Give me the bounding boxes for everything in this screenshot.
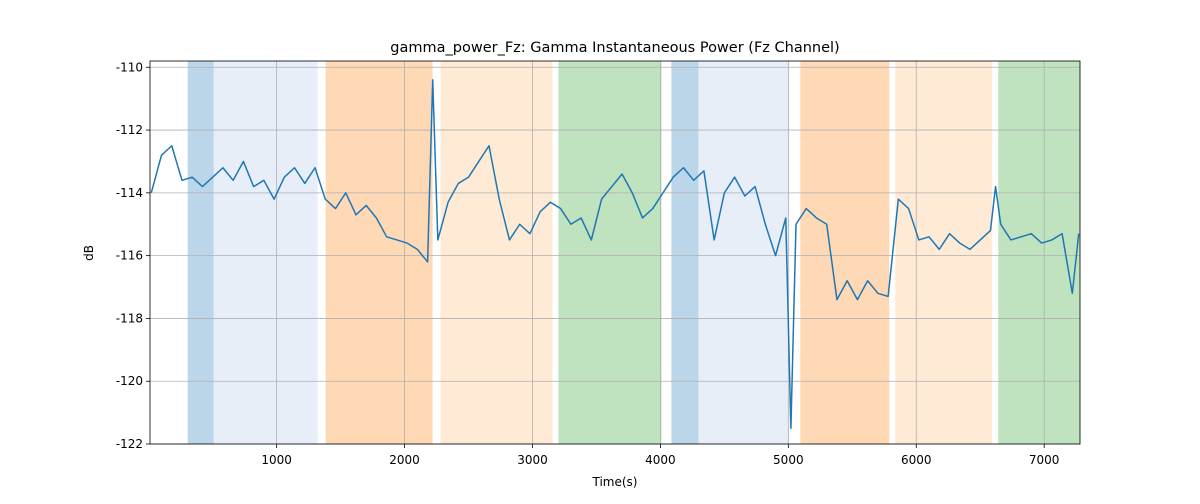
x-tick-label: 3000: [517, 453, 548, 467]
x-tick-label: 1000: [261, 453, 292, 467]
y-tick-label: -116: [116, 249, 143, 263]
x-tick-label: 4000: [645, 453, 676, 467]
x-tick-label: 5000: [773, 453, 804, 467]
y-tick-label: -120: [116, 374, 143, 388]
shaded-span: [895, 61, 993, 444]
shaded-span: [800, 61, 890, 444]
shaded-span: [998, 61, 1080, 444]
x-tick-label: 7000: [1029, 453, 1060, 467]
shaded-span: [325, 61, 433, 444]
data-line: [150, 79, 1080, 430]
shaded-span: [558, 61, 662, 444]
shaded-span: [440, 61, 553, 444]
shaded-span: [213, 61, 318, 444]
y-tick-label: -122: [116, 437, 143, 451]
y-axis-label: dB: [82, 245, 96, 261]
plot-frame: [149, 60, 1081, 445]
x-axis-label: Time(s): [592, 475, 638, 489]
shaded-span: [671, 61, 699, 444]
y-tick-label: -110: [116, 60, 143, 74]
shaded-span: [187, 61, 214, 444]
x-tick-label: 6000: [901, 453, 932, 467]
y-tick-label: -118: [116, 311, 143, 325]
x-tick-label: 2000: [389, 453, 420, 467]
y-tick-label: -112: [116, 123, 143, 137]
chart-title: gamma_power_Fz: Gamma Instantaneous Powe…: [390, 40, 839, 56]
y-tick-label: -114: [116, 186, 143, 200]
